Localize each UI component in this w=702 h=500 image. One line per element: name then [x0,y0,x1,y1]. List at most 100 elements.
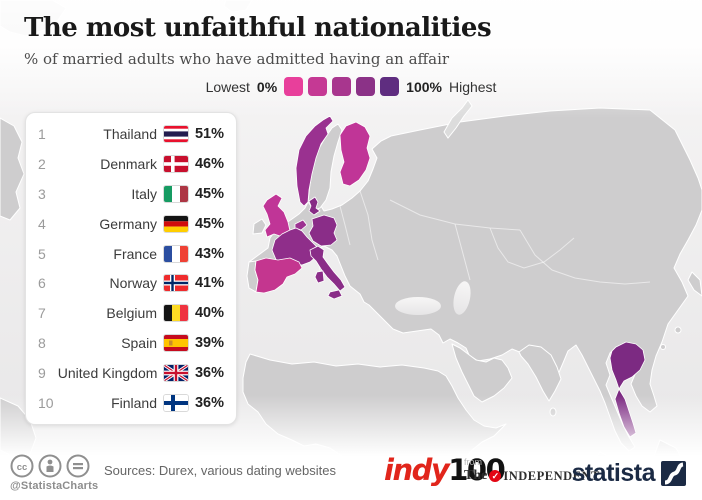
country-name: Denmark [100,155,157,172]
rank-number: 5 [38,245,46,262]
flag-belgium-icon [164,305,188,322]
statista-charts-handle: @StatistaCharts [10,480,99,492]
map-landmass-arabia [451,343,513,403]
legend-swatch-3 [332,77,352,96]
flag-finland-icon [164,395,188,412]
map-country-spain [254,257,303,294]
table-row: 3 Italy 45% [26,179,236,209]
percent-value: 51% [194,125,224,142]
map-landmass-hainan [660,344,666,350]
map-landmass-eurasia [248,107,702,452]
flag-thailand-icon [164,125,188,142]
country-name: Belgium [106,305,157,322]
footer: cc @StatistaCharts Sources: Durex, vario… [0,438,702,500]
flag-united-kingdom-icon [164,365,189,382]
country-name: Italy [131,185,157,202]
rank-number: 8 [38,335,46,352]
rank-number: 7 [38,305,46,322]
flag-italy-icon [164,185,188,202]
percent-value: 40% [194,305,224,322]
flag-germany-icon [164,215,188,232]
legend-swatch-2 [308,77,328,96]
color-scale-legend: Lowest 0% 100% Highest [0,77,702,96]
percent-value: 43% [194,245,224,262]
table-row: 9 United Kingdom 36% [26,358,236,388]
country-name: Germany [99,215,157,232]
percent-value: 36% [194,365,224,382]
rank-number: 1 [38,125,46,142]
independent-roundel-icon: ✓ [489,470,502,482]
page-title: The most unfaithful nationalities [24,13,492,43]
map-landmass-ireland [252,218,267,235]
flag-norway-icon [164,275,188,292]
sources-note: Sources: Durex, various dating websites [104,463,336,478]
map-landmass [0,117,25,221]
percent-value: 45% [194,185,224,202]
cc-attribution-icon [38,454,62,478]
statista-logo-icon [661,461,686,486]
cc-icon: cc [10,454,34,478]
rank-number: 6 [38,275,46,292]
legend-swatch-5 [380,77,400,96]
map-landmass-taiwan [674,326,682,334]
map-country-finland [339,121,371,187]
percent-value: 39% [194,335,224,352]
map-landmass-india [518,344,562,402]
map-country-norway [295,115,334,207]
flag-france-icon [164,245,188,262]
map-landmass-japan [687,271,702,297]
map-country-belgium [294,219,308,231]
cc-nd-icon [66,454,90,478]
cc-license-block: cc @StatistaCharts [10,454,102,492]
rank-number: 2 [38,155,46,172]
svg-text:cc: cc [17,462,28,473]
statista-logo-text: statista [571,459,655,487]
legend-lowest-label: Lowest [205,78,250,95]
percent-value: 36% [194,395,224,412]
statista-logo: statista [571,459,686,488]
country-name: Norway [109,275,157,292]
independent-logo: from The ✓ INDEPENDENT [464,457,600,484]
table-row: 7 Belgium 40% [26,298,236,328]
legend-swatch-4 [356,77,376,96]
legend-swatches [284,77,400,96]
independent-logo-the: The [464,468,488,483]
map-caspian-sea [453,281,471,315]
country-name: France [113,245,157,262]
rank-number: 10 [38,395,54,412]
ranking-panel: 1 Thailand 51% 2 Denmark 46% 3 Italy 45% [25,112,237,425]
percent-value: 46% [194,155,224,172]
map-black-sea [395,297,441,315]
map-borders [339,190,651,285]
table-row: 1 Thailand 51% [26,119,236,149]
rank-number: 3 [38,185,46,202]
country-name: Thailand [103,125,157,142]
percent-value: 45% [194,215,224,232]
map-country-germany [308,214,338,247]
map-highlighted-countries [254,115,646,438]
map-country-italy [309,245,346,300]
legend-highest-value: 100% [406,78,442,95]
independent-logo-name: INDEPENDENT [503,468,600,483]
table-row: 2 Denmark 46% [26,149,236,179]
rank-number: 4 [38,215,46,232]
table-row: 5 France 43% [26,239,236,269]
header-fade [0,0,702,118]
legend-lowest-value: 0% [256,78,278,95]
table-row: 8 Spain 39% [26,328,236,358]
map-country-denmark [308,196,321,216]
rank-number: 9 [38,365,46,382]
table-row: 10 Finland 36% [26,388,236,418]
indy100-logo-indy: indy [384,453,450,487]
percent-value: 41% [194,275,224,292]
table-row: 4 Germany 45% [26,209,236,239]
table-row: 6 Norway 41% [26,269,236,299]
legend-swatch-1 [284,77,304,96]
flag-denmark-icon [164,155,188,172]
country-name: United Kingdom [57,365,158,382]
country-name: Finland [111,395,157,412]
independent-from-label: from [464,457,482,467]
page-subtitle: % of married adults who have admitted ha… [24,50,450,68]
flag-spain-icon [164,335,188,352]
